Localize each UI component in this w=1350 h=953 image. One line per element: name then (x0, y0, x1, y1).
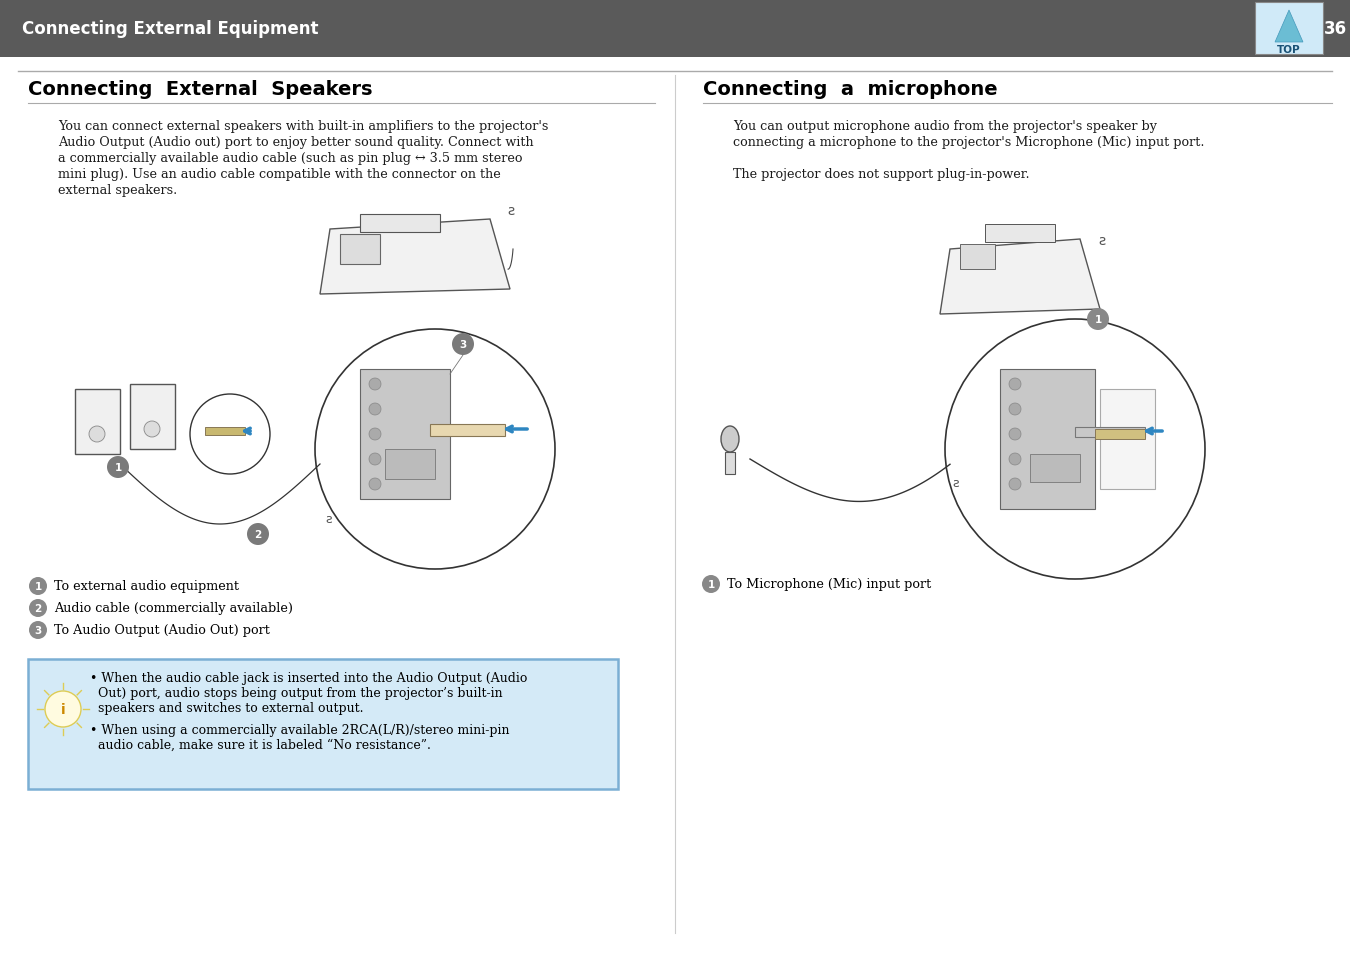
Text: mini plug). Use an audio cable compatible with the connector on the: mini plug). Use an audio cable compatibl… (58, 168, 501, 181)
Text: 36: 36 (1323, 20, 1346, 38)
Circle shape (1008, 429, 1021, 440)
Circle shape (28, 578, 47, 596)
Text: 1: 1 (115, 462, 122, 473)
Bar (0, 0, 1350, 58)
Bar (76, 390, 120, 455)
Circle shape (452, 334, 474, 355)
Circle shape (369, 454, 381, 465)
Circle shape (369, 478, 381, 491)
Circle shape (107, 456, 130, 478)
Circle shape (369, 403, 381, 416)
Bar (1030, 455, 1080, 482)
Text: a commercially available audio cable (such as pin plug ↔ 3.5 mm stereo: a commercially available audio cable (su… (58, 152, 522, 165)
Circle shape (1087, 309, 1108, 331)
Text: i: i (61, 702, 65, 717)
Circle shape (702, 576, 720, 594)
Bar (725, 453, 734, 475)
Ellipse shape (721, 427, 738, 453)
Circle shape (190, 395, 270, 475)
Circle shape (1008, 454, 1021, 465)
Text: 2: 2 (34, 603, 42, 614)
Text: To Microphone (Mic) input port: To Microphone (Mic) input port (728, 578, 932, 590)
Text: connecting a microphone to the projector's Microphone (Mic) input port.: connecting a microphone to the projector… (733, 136, 1204, 149)
Text: • When using a commercially available 2RCA(L/R)/stereo mini-pin: • When using a commercially available 2R… (90, 723, 509, 737)
Text: speakers and switches to external output.: speakers and switches to external output… (99, 701, 363, 714)
Text: Connecting  External  Speakers: Connecting External Speakers (28, 80, 373, 99)
Bar (1000, 370, 1095, 510)
Circle shape (1008, 403, 1021, 416)
Text: ƨ: ƨ (508, 204, 514, 218)
Text: 1: 1 (34, 581, 42, 592)
Text: ƨ: ƨ (952, 476, 958, 490)
Circle shape (45, 691, 81, 727)
Bar (385, 450, 435, 479)
Bar (1075, 428, 1145, 437)
Text: • When the audio cable jack is inserted into the Audio Output (Audio: • When the audio cable jack is inserted … (90, 671, 528, 684)
Bar (986, 225, 1054, 243)
Circle shape (247, 523, 269, 545)
Text: You can output microphone audio from the projector's speaker by: You can output microphone audio from the… (733, 120, 1157, 132)
Bar (360, 370, 450, 499)
Text: Audio Output (Audio out) port to enjoy better sound quality. Connect with: Audio Output (Audio out) port to enjoy b… (58, 136, 533, 149)
Text: 3: 3 (459, 339, 467, 350)
Circle shape (28, 621, 47, 639)
Bar (28, 659, 618, 789)
Circle shape (945, 319, 1206, 579)
Circle shape (89, 427, 105, 442)
Text: Audio cable (commercially available): Audio cable (commercially available) (54, 601, 293, 615)
Text: You can connect external speakers with built-in amplifiers to the projector's: You can connect external speakers with b… (58, 120, 548, 132)
Text: Out) port, audio stops being output from the projector’s built-in: Out) port, audio stops being output from… (99, 686, 502, 700)
Polygon shape (320, 220, 510, 294)
Text: 1: 1 (707, 579, 714, 589)
Circle shape (369, 429, 381, 440)
Bar (1100, 390, 1156, 490)
Text: 3: 3 (34, 625, 42, 636)
Circle shape (144, 421, 161, 437)
Text: TOP: TOP (1277, 45, 1301, 55)
Bar (1095, 430, 1145, 439)
Circle shape (1008, 378, 1021, 391)
Text: external speakers.: external speakers. (58, 184, 177, 196)
Bar (340, 234, 379, 265)
Text: To Audio Output (Audio Out) port: To Audio Output (Audio Out) port (54, 623, 270, 637)
Bar (130, 385, 176, 450)
Circle shape (315, 330, 555, 569)
Polygon shape (940, 240, 1100, 314)
Circle shape (369, 378, 381, 391)
Bar (431, 424, 505, 436)
Text: Connecting  a  microphone: Connecting a microphone (703, 80, 998, 99)
Bar (1256, 3, 1323, 55)
Text: ƨ: ƨ (325, 513, 332, 525)
Text: audio cable, make sure it is labeled “No resistance”.: audio cable, make sure it is labeled “No… (99, 739, 431, 751)
Bar (960, 245, 995, 270)
Text: The projector does not support plug-in-power.: The projector does not support plug-in-p… (733, 168, 1030, 181)
Polygon shape (1274, 11, 1303, 43)
Text: ƨ: ƨ (1098, 233, 1106, 248)
Bar (205, 428, 244, 436)
Text: To external audio equipment: To external audio equipment (54, 579, 239, 593)
Text: Connecting External Equipment: Connecting External Equipment (22, 20, 319, 38)
Text: 2: 2 (254, 530, 262, 539)
Circle shape (1008, 478, 1021, 491)
Circle shape (28, 599, 47, 618)
Text: 1: 1 (1095, 314, 1102, 325)
Bar (360, 214, 440, 233)
